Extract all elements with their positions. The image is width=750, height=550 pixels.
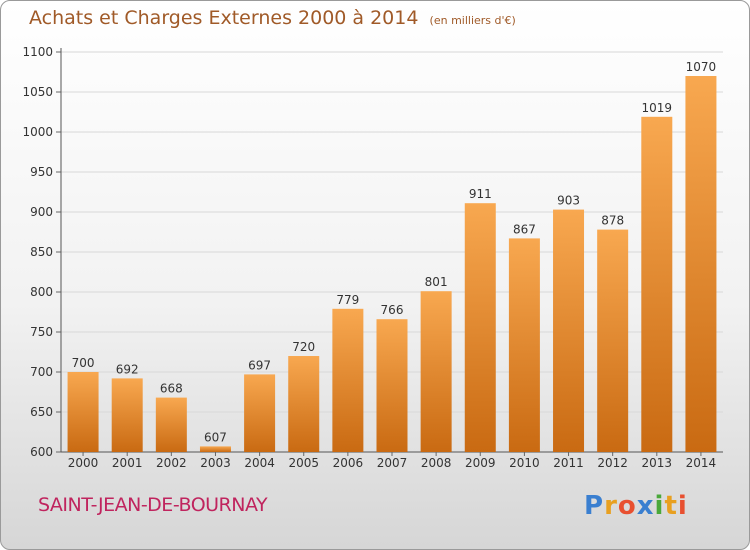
x-tick-label: 2002 [156,456,187,470]
data-label: 867 [513,222,536,236]
bar [685,76,717,452]
data-label: 903 [557,194,580,208]
x-tick-label: 2000 [68,456,99,470]
bar [244,374,276,452]
y-tick-label: 750 [30,325,53,339]
unit-text: (en milliers d'€) [429,14,516,27]
bar [288,356,320,452]
y-tick-label: 700 [30,365,53,379]
data-label: 1019 [642,101,673,115]
bar [553,209,585,452]
bar [376,319,408,452]
y-tick-label: 1050 [22,85,53,99]
bar [508,238,540,452]
x-tick-label: 2013 [642,456,673,470]
data-label: 700 [72,356,95,370]
data-label: 668 [160,382,183,396]
title-text: Achats et Charges Externes 2000 à 2014 [29,7,419,29]
bar [199,446,231,452]
y-tick-label: 1000 [22,125,53,139]
y-tick-label: 1100 [22,45,53,59]
logo-letter: r [604,491,618,521]
bar [641,116,673,453]
commune-name: SAINT-JEAN-DE-BOURNAY [38,494,268,516]
x-tick-label: 2004 [244,456,275,470]
data-label: 607 [204,430,227,444]
x-tick-label: 2011 [553,456,584,470]
bar [464,203,496,452]
y-tick-label: 900 [30,205,53,219]
x-tick-label: 2010 [509,456,540,470]
y-tick-label: 950 [30,165,53,179]
proxiti-logo: Proxiti [584,491,688,521]
data-label: 911 [469,187,492,201]
data-label: 697 [248,358,271,372]
logo-letter: o [617,491,637,521]
bar [111,378,143,452]
data-label: 720 [292,340,315,354]
x-tick-label: 2006 [333,456,364,470]
logo-letter: i [654,491,665,521]
bar [155,397,187,452]
x-tick-label: 2008 [421,456,452,470]
data-label: 878 [601,214,624,228]
bar [332,308,364,452]
logo-letter: x [636,491,655,521]
y-tick-label: 650 [30,405,53,419]
data-label: 766 [381,303,404,317]
bar [67,372,99,452]
chart-title: Achats et Charges Externes 2000 à 2014 (… [29,7,516,29]
x-tick-label: 2014 [686,456,717,470]
x-tick-label: 2005 [288,456,319,470]
x-tick-label: 2003 [200,456,231,470]
bar [597,229,629,452]
data-label: 779 [336,293,359,307]
x-tick-label: 2007 [377,456,408,470]
x-tick-label: 2009 [465,456,496,470]
x-tick-label: 2001 [112,456,143,470]
logo-letter: t [664,491,678,521]
data-label: 801 [425,275,448,289]
bar [420,291,452,452]
logo-letter: P [584,491,605,521]
y-tick-label: 800 [30,285,53,299]
data-label: 692 [116,362,139,376]
y-tick-label: 600 [30,445,53,459]
logo-letter: i [677,491,688,521]
data-label: 1070 [686,60,717,74]
x-tick-label: 2012 [597,456,628,470]
y-tick-label: 850 [30,245,53,259]
